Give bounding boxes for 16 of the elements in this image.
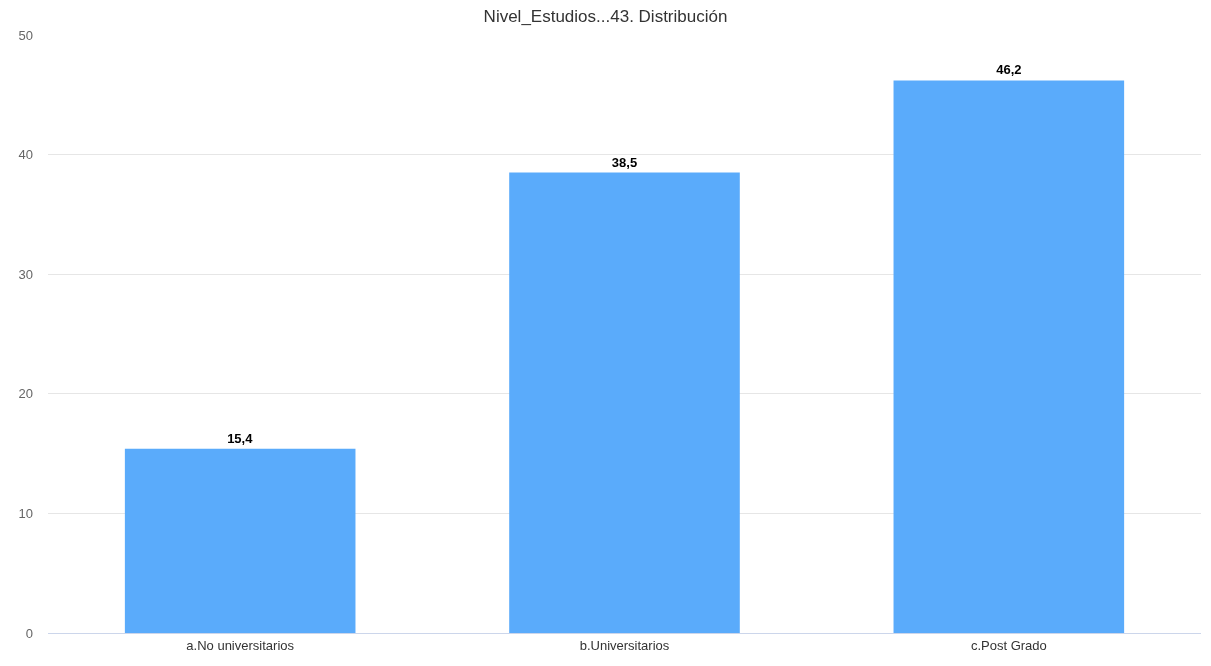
data-label: 46,2 <box>996 62 1022 78</box>
bar <box>124 448 356 633</box>
y-tick-label: 0 <box>25 625 33 641</box>
y-tick-label: 20 <box>18 386 33 402</box>
data-label: 15,4 <box>227 430 254 446</box>
y-tick-label: 30 <box>18 266 33 282</box>
x-tick-label: a.No universitarios <box>186 637 295 653</box>
y-tick-label: 40 <box>18 147 33 163</box>
x-tick-label: b.Universitarios <box>579 637 670 653</box>
data-label: 38,5 <box>611 154 638 170</box>
chart-title: Nivel_Estudios...43. Distribución <box>483 6 728 26</box>
bar <box>893 80 1125 633</box>
x-tick-label: c.Post Grado <box>970 637 1047 653</box>
y-tick-label: 50 <box>18 27 33 43</box>
y-tick-label: 10 <box>18 505 33 521</box>
bar <box>509 172 740 633</box>
